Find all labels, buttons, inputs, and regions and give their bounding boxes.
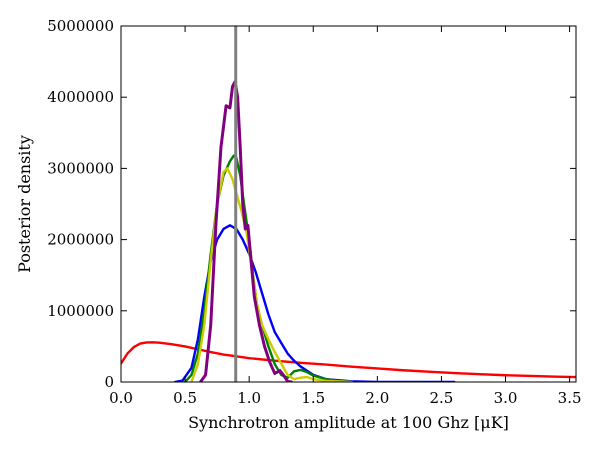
y-tick-label: 0 — [104, 373, 114, 391]
x-tick-label: 3.0 — [494, 389, 518, 407]
x-tick-label: 1.0 — [237, 389, 261, 407]
x-tick-label: 1.5 — [301, 389, 325, 407]
x-tick-label: 2.0 — [365, 389, 389, 407]
series-layer — [121, 80, 576, 382]
y-axis-label: Posterior density — [15, 135, 34, 273]
x-tick-label: 0.0 — [109, 389, 133, 407]
x-tick-label: 2.5 — [429, 389, 453, 407]
series-line-2 — [173, 224, 456, 382]
x-axis-label: Synchrotron amplitude at 100 Ghz [μK] — [188, 413, 509, 432]
y-tick-label: 3000000 — [47, 159, 114, 177]
ticks-layer: 0.0 0.5 1.0 1.5 2.0 2.5 3.0 3.5 0 1000000 2000000 3… — [47, 17, 581, 407]
y-tick-label: 4000000 — [47, 88, 114, 106]
series-line-1 — [121, 341, 576, 379]
series-line-4 — [190, 167, 353, 382]
y-tick-label: 1000000 — [47, 302, 114, 320]
x-tick-label: 3.5 — [558, 389, 582, 407]
y-tick-label: 5000000 — [47, 17, 114, 35]
plot-frame — [120, 25, 577, 383]
series-line-5 — [198, 80, 293, 382]
y-tick-label: 2000000 — [47, 231, 114, 249]
x-tick-label: 0.5 — [173, 389, 197, 407]
